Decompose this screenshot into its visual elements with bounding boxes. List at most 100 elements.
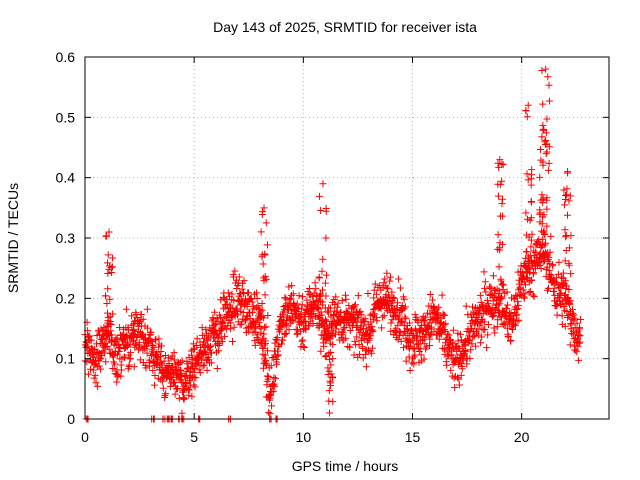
data-point bbox=[279, 336, 287, 344]
data-point bbox=[570, 311, 578, 319]
data-point bbox=[441, 311, 449, 319]
data-point bbox=[300, 317, 308, 325]
data-point bbox=[495, 301, 503, 309]
data-point bbox=[191, 364, 199, 372]
data-point bbox=[463, 360, 471, 368]
data-point bbox=[434, 309, 442, 317]
data-point bbox=[287, 294, 295, 302]
data-point bbox=[178, 357, 186, 365]
data-point bbox=[195, 366, 203, 374]
data-point bbox=[406, 366, 414, 374]
data-point bbox=[525, 264, 533, 272]
data-point bbox=[410, 353, 418, 361]
data-point bbox=[465, 336, 473, 344]
data-point bbox=[567, 321, 575, 329]
data-point bbox=[238, 285, 246, 293]
data-point bbox=[439, 344, 447, 352]
data-point bbox=[325, 367, 333, 375]
data-point bbox=[321, 352, 329, 360]
data-point bbox=[295, 292, 303, 300]
data-point bbox=[468, 303, 476, 311]
data-point bbox=[351, 337, 359, 345]
data-point bbox=[109, 254, 117, 262]
data-point bbox=[526, 287, 534, 295]
data-point bbox=[565, 197, 573, 205]
data-point bbox=[503, 305, 511, 313]
data-point bbox=[261, 358, 269, 366]
data-point bbox=[268, 402, 276, 410]
data-point bbox=[338, 297, 346, 305]
data-point bbox=[538, 66, 546, 74]
data-point bbox=[512, 311, 520, 319]
data-point bbox=[560, 280, 568, 288]
data-point bbox=[94, 350, 102, 358]
data-point bbox=[420, 355, 428, 363]
data-point bbox=[218, 338, 226, 346]
y-tick-label: 0.1 bbox=[56, 351, 76, 367]
data-point bbox=[266, 394, 274, 402]
data-point bbox=[444, 330, 452, 338]
data-point bbox=[257, 325, 265, 333]
data-point bbox=[544, 73, 552, 81]
data-point bbox=[543, 286, 551, 294]
data-point bbox=[412, 327, 420, 335]
data-point bbox=[293, 330, 301, 338]
data-point bbox=[260, 323, 268, 331]
data-point bbox=[188, 351, 196, 359]
data-point bbox=[285, 326, 293, 334]
data-point bbox=[129, 327, 137, 335]
data-point bbox=[564, 211, 572, 219]
data-point bbox=[521, 290, 529, 298]
data-point bbox=[566, 341, 574, 349]
data-point bbox=[530, 269, 538, 277]
data-point bbox=[117, 366, 125, 374]
data-point bbox=[261, 351, 269, 359]
data-point bbox=[321, 304, 329, 312]
data-point bbox=[302, 318, 310, 326]
data-point bbox=[191, 383, 199, 391]
data-point bbox=[112, 334, 120, 342]
data-point bbox=[527, 243, 535, 251]
data-point bbox=[483, 344, 491, 352]
data-point bbox=[561, 277, 569, 285]
data-point bbox=[565, 259, 573, 267]
data-point bbox=[523, 264, 531, 272]
data-point bbox=[156, 352, 164, 360]
data-point bbox=[487, 284, 495, 292]
data-point bbox=[428, 296, 436, 304]
data-point bbox=[369, 315, 377, 323]
data-point bbox=[315, 274, 323, 282]
data-point bbox=[562, 247, 570, 255]
data-point bbox=[227, 319, 235, 327]
data-point bbox=[342, 334, 350, 342]
data-point bbox=[353, 333, 361, 341]
data-point bbox=[210, 325, 218, 333]
data-point bbox=[327, 348, 335, 356]
data-point bbox=[529, 291, 537, 299]
data-point bbox=[265, 408, 273, 416]
data-point bbox=[192, 374, 200, 382]
data-points bbox=[81, 65, 584, 423]
data-point bbox=[386, 277, 394, 285]
data-point bbox=[329, 398, 337, 406]
data-point bbox=[185, 391, 193, 399]
data-point bbox=[319, 322, 327, 330]
data-point bbox=[189, 346, 197, 354]
data-point bbox=[562, 233, 570, 241]
data-point bbox=[445, 331, 453, 339]
data-point bbox=[364, 290, 372, 298]
data-point bbox=[325, 387, 333, 395]
data-point bbox=[173, 384, 181, 392]
data-point bbox=[242, 316, 250, 324]
data-point bbox=[576, 316, 584, 324]
data-point bbox=[537, 264, 545, 272]
data-point bbox=[494, 245, 502, 253]
y-tick-label: 0.2 bbox=[56, 290, 76, 306]
data-point bbox=[539, 228, 547, 236]
data-point bbox=[545, 159, 553, 167]
data-point bbox=[498, 177, 506, 185]
data-point bbox=[576, 325, 584, 333]
data-point bbox=[373, 290, 381, 298]
data-point bbox=[188, 392, 196, 400]
data-point bbox=[507, 337, 515, 345]
